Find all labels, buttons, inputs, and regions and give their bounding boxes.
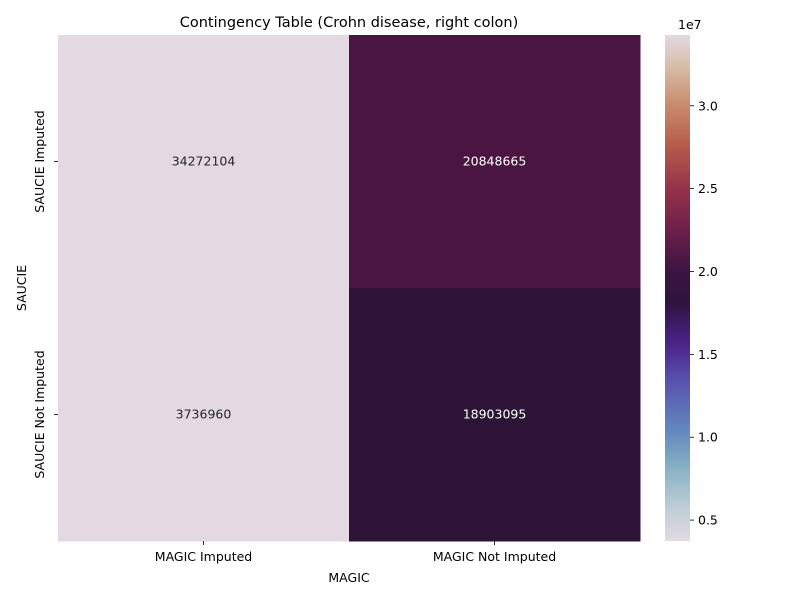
y-axis-label: SAUCIE xyxy=(14,265,29,311)
y-tick-label: SAUCIE Imputed xyxy=(32,110,47,212)
heatmap-cell xyxy=(349,35,641,289)
y-tick-label: SAUCIE Not Imputed xyxy=(32,350,47,478)
colorbar-gradient xyxy=(665,35,690,541)
cell-value-label: 3736960 xyxy=(176,407,232,422)
heatmap-cell xyxy=(349,288,641,542)
x-axis: MAGIC Imputed MAGIC Not Imputed xyxy=(155,541,556,564)
colorbar-tick-label: 2.5 xyxy=(698,181,718,196)
cell-value-label: 20848665 xyxy=(463,154,527,169)
heatmap-cell xyxy=(58,288,350,542)
colorbar-offset-label: 1e7 xyxy=(678,17,702,32)
colorbar-tick-label: 0.5 xyxy=(698,513,718,528)
cell-value-label: 34272104 xyxy=(172,154,236,169)
heatmap-cells xyxy=(58,35,641,542)
y-axis: SAUCIE Imputed SAUCIE Not Imputed xyxy=(32,110,58,479)
x-tick-label: MAGIC Imputed xyxy=(155,549,252,564)
chart-title: Contingency Table (Crohn disease, right … xyxy=(180,15,519,31)
cell-value-label: 18903095 xyxy=(463,407,527,422)
heatmap-cell xyxy=(58,35,350,289)
x-tick-label: MAGIC Not Imputed xyxy=(433,549,556,564)
x-axis-label: MAGIC xyxy=(328,570,369,585)
cell-annotations: 34272104 20848665 3736960 18903095 xyxy=(172,154,527,422)
colorbar-tick-label: 3.0 xyxy=(698,98,718,113)
colorbar-tick-label: 2.0 xyxy=(698,264,718,279)
colorbar-tick-label: 1.5 xyxy=(698,347,718,362)
colorbar: 1e7 0.5 1.0 1.5 2.0 2.5 3.0 xyxy=(665,17,718,541)
colorbar-tick-label: 1.0 xyxy=(698,430,718,445)
